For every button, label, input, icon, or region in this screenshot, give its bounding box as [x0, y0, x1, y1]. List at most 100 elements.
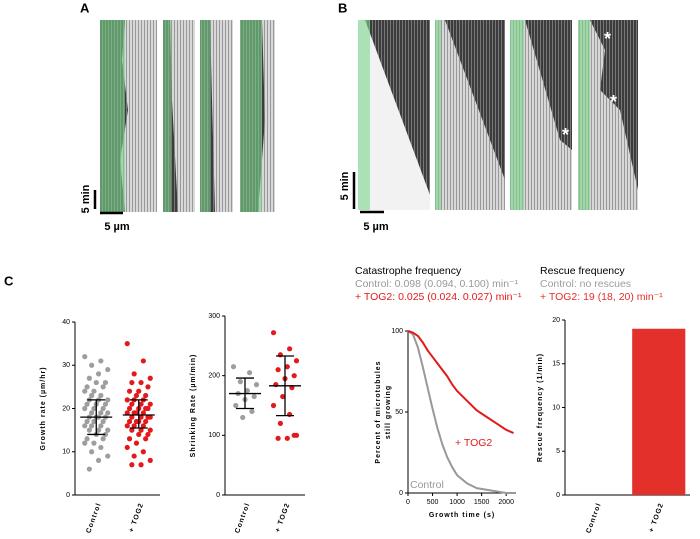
asterisk: *: [562, 125, 569, 145]
scale-label: 5 min: [80, 184, 92, 213]
panel-label: C: [4, 273, 14, 288]
dot: [138, 401, 144, 407]
dot: [143, 405, 149, 412]
dot: [129, 427, 135, 433]
dot: [133, 392, 140, 399]
x-tick-label: 1000: [449, 499, 465, 506]
asterisk: *: [604, 29, 611, 49]
dot: [140, 358, 146, 364]
dot: [275, 367, 281, 373]
dot: [136, 431, 142, 438]
dot: [129, 401, 135, 407]
chart-subtitle: Control: no rescues: [540, 278, 631, 290]
dot: [126, 418, 133, 425]
dot: [140, 449, 146, 455]
y-tick-label: 20: [62, 405, 70, 412]
dot: [230, 364, 237, 370]
dot: [82, 354, 88, 360]
dot: [133, 418, 140, 425]
dot: [89, 423, 95, 429]
panel-label: A: [80, 0, 90, 15]
dot: [100, 418, 106, 425]
dot: [138, 427, 144, 433]
dot: [129, 379, 135, 386]
dot: [86, 466, 92, 472]
dot: [249, 408, 255, 415]
dot: [291, 373, 297, 379]
dot: [82, 440, 88, 446]
y-tick-label: 15: [552, 361, 560, 368]
dot: [86, 375, 92, 381]
dot: [293, 358, 300, 364]
x-axis-label: Growth time (s): [429, 512, 495, 519]
dot: [280, 393, 286, 400]
asterisk: *: [610, 92, 617, 112]
dot: [105, 427, 111, 433]
y-tick-label: 200: [208, 373, 220, 380]
y-tick-label: 10: [62, 449, 70, 456]
dot: [147, 401, 153, 407]
x-tick-label: 1500: [474, 499, 490, 506]
y-tick-label: 5: [556, 448, 560, 455]
dot: [98, 392, 104, 399]
dot: [131, 410, 137, 416]
x-tick-label: Control: [234, 502, 251, 534]
dot: [124, 444, 130, 451]
series-label: + TOG2: [455, 437, 492, 449]
scale-label: 5 µm: [104, 221, 130, 233]
y-tick-label: 0: [216, 492, 220, 499]
dot: [124, 341, 130, 347]
dot: [84, 401, 90, 407]
dot: [82, 423, 88, 429]
dot: [233, 402, 239, 409]
panel-label: B: [338, 0, 347, 15]
dot: [131, 453, 137, 459]
y-tick-label: 10: [552, 404, 560, 411]
dot: [100, 384, 106, 390]
dot: [84, 384, 90, 390]
dot: [91, 405, 97, 412]
dot: [100, 405, 106, 412]
x-tick-label: + TOG2: [128, 502, 145, 533]
dot: [270, 402, 277, 409]
bar: [632, 328, 686, 495]
dot: [102, 401, 109, 407]
dot: [84, 436, 90, 442]
dot: [124, 397, 130, 403]
dot: [147, 457, 153, 463]
chart-title: Catastrophe frequency: [355, 265, 462, 277]
dot: [131, 371, 137, 377]
dot: [93, 379, 99, 386]
y-tick-label: 100: [208, 432, 220, 439]
y-tick-label: 300: [208, 313, 220, 320]
dot: [82, 388, 88, 394]
y-axis-label: still growing: [385, 385, 392, 439]
x-tick-label: Control: [585, 502, 602, 534]
dot: [89, 392, 95, 399]
dot: [102, 379, 109, 386]
dot: [284, 435, 290, 441]
dot: [136, 388, 142, 394]
dot: [253, 382, 260, 388]
kymographs-b: [358, 20, 638, 210]
dot: [143, 392, 149, 399]
chart-subtitle: Control: 0.098 (0.094, 0.100) min⁻¹: [355, 278, 519, 290]
dot: [91, 418, 97, 425]
chart-title: Rescue frequency: [540, 265, 625, 277]
dot: [129, 462, 135, 468]
y-tick-label: 0: [556, 492, 560, 499]
kymographs-a: [100, 20, 275, 212]
x-tick-label: + TOG2: [274, 502, 291, 533]
series-label: Control: [410, 479, 444, 491]
y-tick-label: 40: [62, 319, 70, 326]
dot: [275, 435, 281, 441]
y-tick-label: 30: [62, 362, 70, 369]
dot: [98, 444, 104, 451]
scale-label: 5 µm: [363, 221, 389, 233]
dot: [82, 405, 88, 412]
dot: [124, 423, 130, 429]
dot: [100, 436, 106, 442]
y-tick-label: 0: [66, 492, 70, 499]
